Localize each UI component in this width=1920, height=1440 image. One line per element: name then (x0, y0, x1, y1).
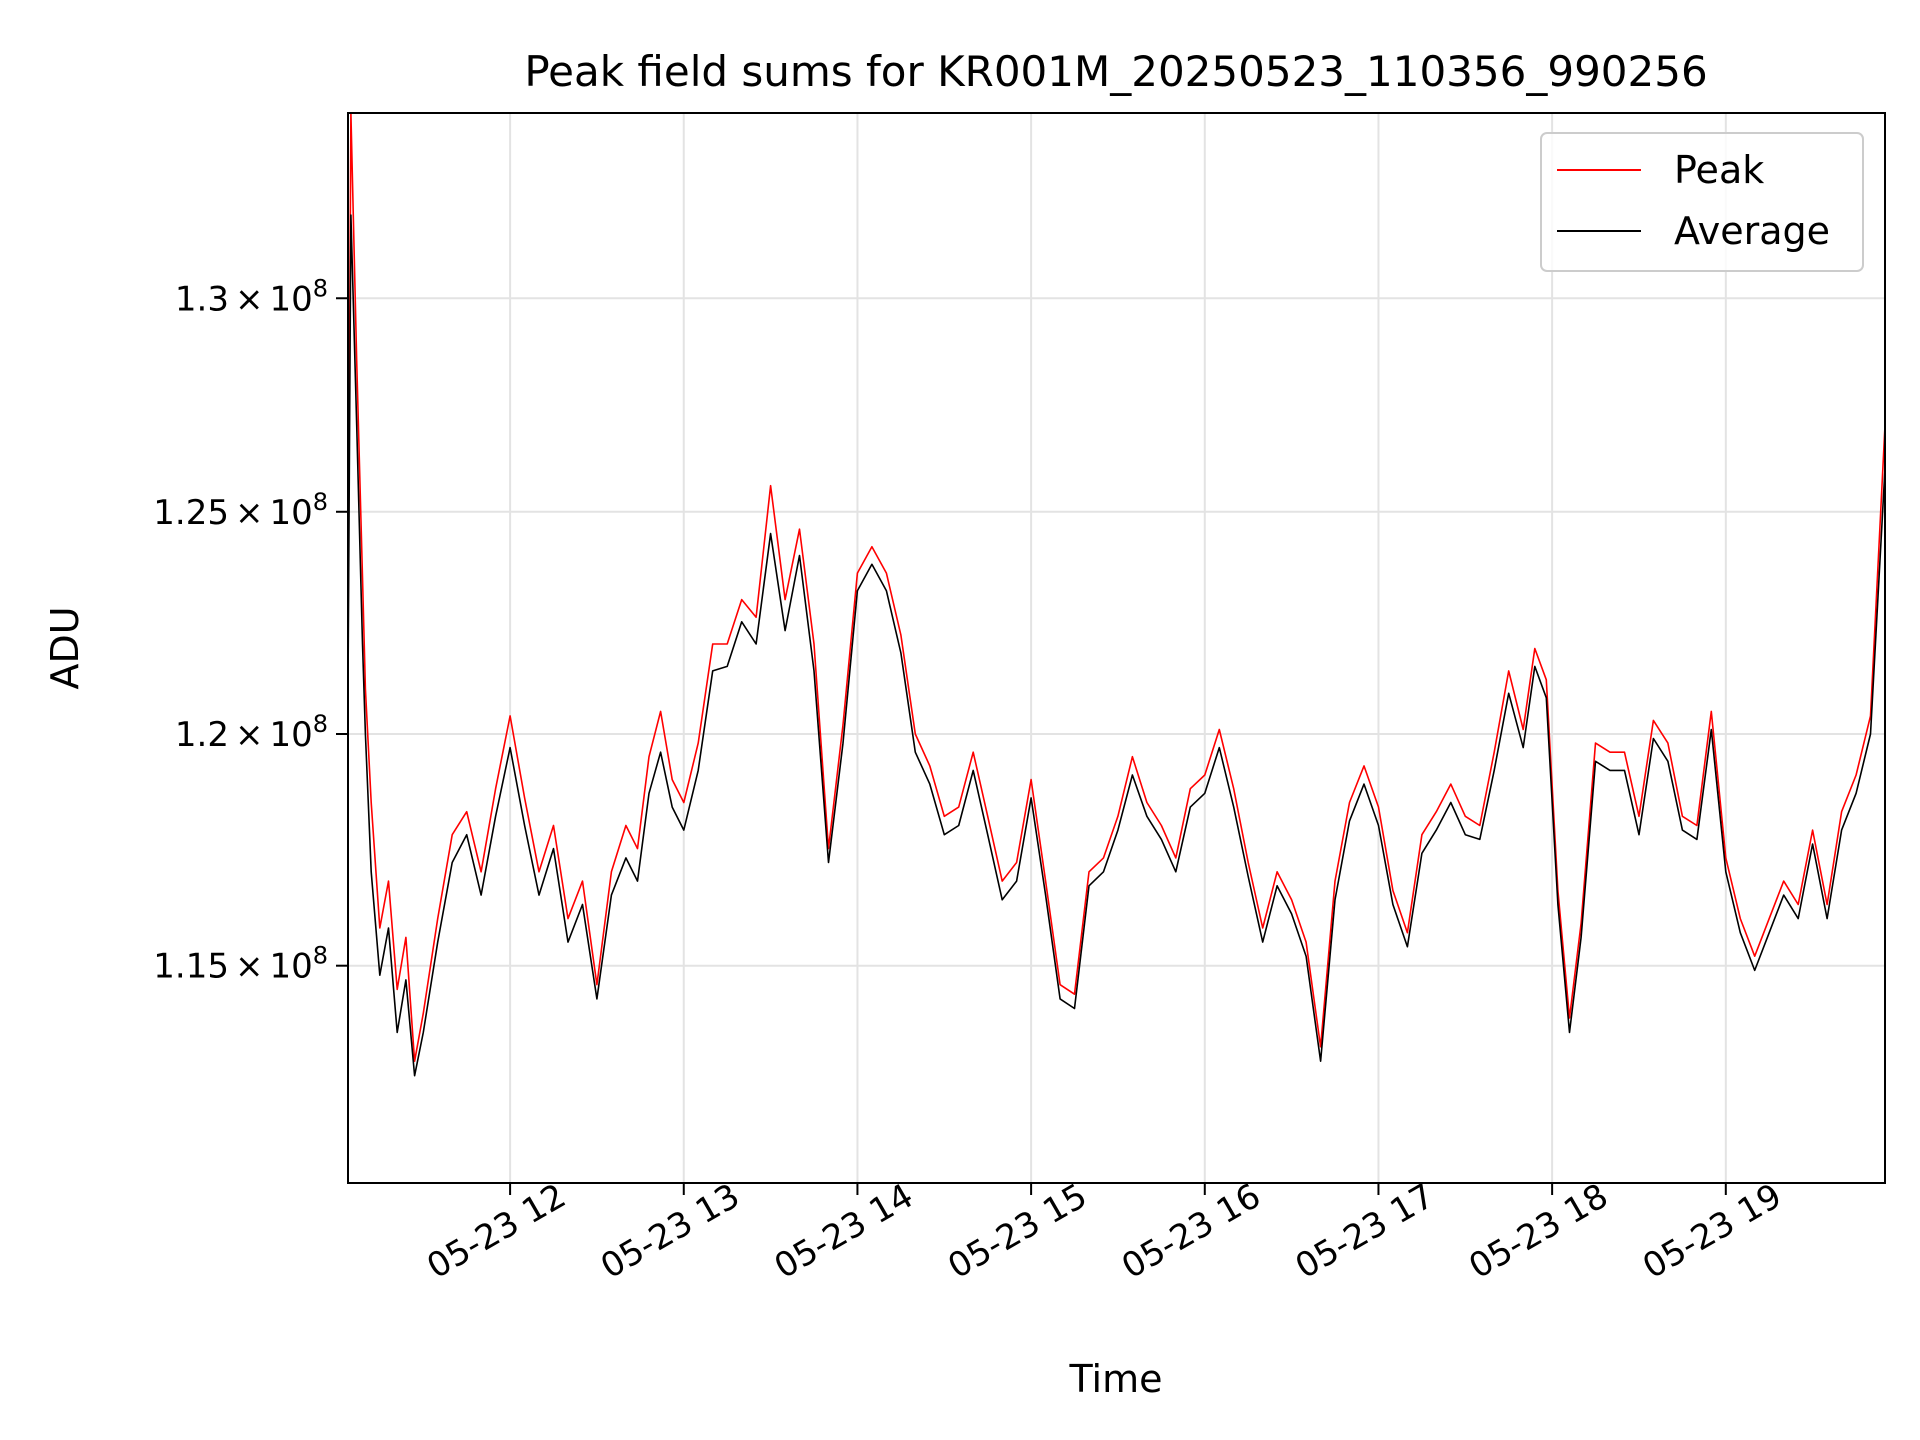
y-tick-label: 1.25 × 108 (153, 488, 328, 533)
grid (348, 113, 1885, 1183)
y-tick-times: × (235, 947, 264, 987)
y-tick-mantissa: 1.15 (153, 947, 229, 987)
y-tick-times: × (235, 279, 264, 319)
y-tick-base: 10 (269, 279, 312, 319)
y-tick-base: 10 (269, 493, 312, 533)
y-tick-exponent: 8 (313, 488, 328, 516)
x-axis-label: Time (1069, 1357, 1163, 1401)
y-tick-exponent: 8 (313, 942, 328, 970)
y-tick-exponent: 8 (313, 274, 328, 302)
y-tick-times: × (235, 493, 264, 533)
legend-box (1540, 132, 1864, 272)
series-line-peak (348, 113, 1885, 1062)
legend: Peak Average (1540, 132, 1864, 272)
y-tick-mantissa: 1.25 (153, 493, 229, 533)
series-line-average (348, 214, 1885, 1077)
y-tick-base: 10 (269, 715, 312, 755)
legend-label-average: Average (1674, 209, 1830, 253)
chart-title: Peak field sums for KR001M_20250523_1103… (524, 47, 1707, 96)
y-axis-label: ADU (43, 606, 87, 689)
y-tick-mantissa: 1.3 (175, 279, 229, 319)
plot-frame (347, 112, 1886, 1184)
plot-area (348, 113, 1885, 1077)
y-tick-exponent: 8 (313, 710, 328, 738)
y-tick-times: × (235, 715, 264, 755)
y-tick-base: 10 (269, 947, 312, 987)
y-tick-label: 1.15 × 108 (153, 942, 328, 987)
y-tick-label: 1.3 × 108 (175, 274, 328, 319)
y-tick-label: 1.2 × 108 (175, 710, 328, 755)
y-tick-mantissa: 1.2 (175, 715, 229, 755)
legend-label-peak: Peak (1674, 148, 1764, 192)
